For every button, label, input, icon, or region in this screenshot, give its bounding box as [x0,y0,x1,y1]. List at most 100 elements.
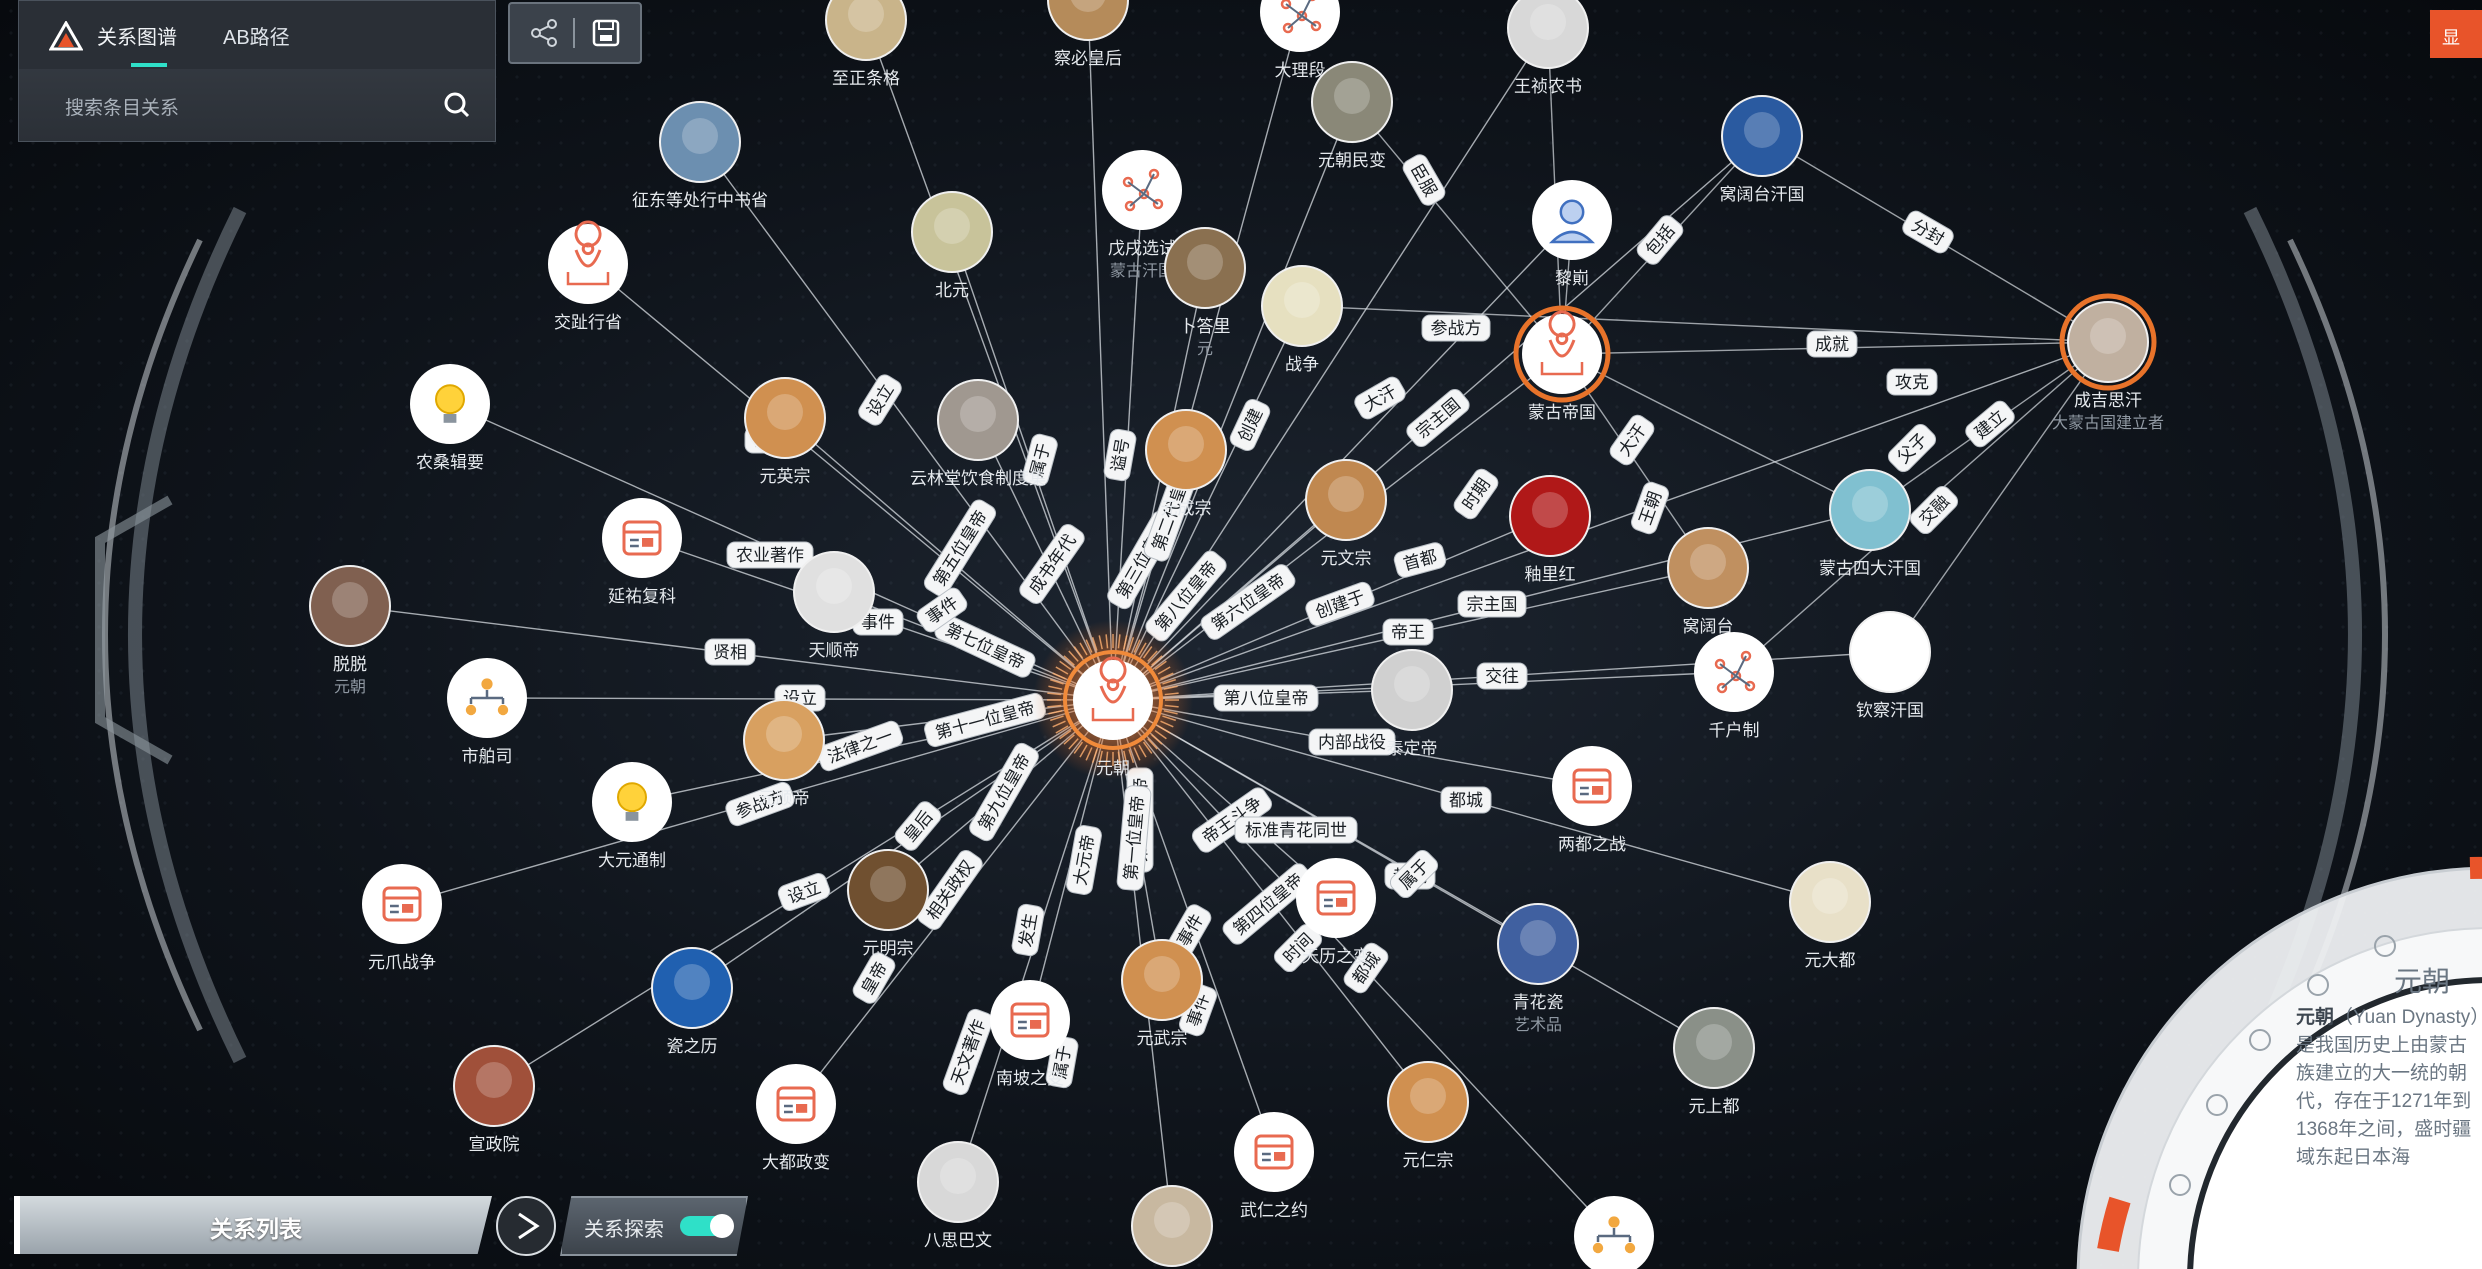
graph-node[interactable]: 察必皇后 [1047,0,1129,68]
graph-node[interactable]: 天历之变 [1296,858,1376,966]
play-button[interactable] [496,1196,556,1256]
edge-line [1112,101,1353,701]
save-icon[interactable] [586,13,626,53]
tab-relation-graph[interactable]: 关系图谱 [97,27,177,49]
center-ray [1063,734,1075,745]
graph-node[interactable]: 蒙古四大汗国 [1819,469,1921,578]
edge-line [1301,305,2109,343]
edge-label-text: 贤相 [713,643,747,662]
graph-node[interactable]: 黎崱 [1532,180,1612,288]
graph-node[interactable]: 釉里红 [1509,475,1591,584]
edge-label-box [1440,786,1492,814]
graph-node[interactable]: 蒙古帝国 [1513,305,1611,422]
node-label: 农桑辑要 [416,453,484,472]
graph-node[interactable]: 元爪战争 [362,864,442,972]
edge-label: 参战方 [1421,314,1491,342]
center-ray [1151,655,1163,666]
graph-node[interactable]: 北元 [911,191,993,300]
dial-icon-4 [2374,935,2396,957]
graph-node[interactable]: 天顺帝 [793,551,875,660]
graph-node[interactable]: 元大都 [1789,861,1871,970]
node-photo-detail [1394,666,1430,702]
graph-node[interactable]: 南坡之变 [990,980,1070,1088]
relation-explore-toggle[interactable]: 关系探索 [560,1196,748,1256]
graph-node[interactable]: 元仁宗 [1387,1061,1469,1170]
graph-node[interactable]: 窝阔台汗国 [1720,95,1805,204]
edge-label-text: 第六位皇帝 [1208,570,1289,634]
graph-node[interactable]: 市舶司 [447,658,527,766]
graph-node[interactable]: 交趾行省 [548,220,628,332]
center-ray [1154,729,1167,740]
edge-label-text: 标准青花同世 [1245,821,1347,840]
search-icon[interactable] [443,91,471,119]
graph-node[interactable]: 八思巴文 [917,1141,999,1250]
graph-node[interactable]: 元朝民变 [1311,61,1393,170]
node-label: 戊戌选试 [1108,239,1176,258]
node-photo [911,191,993,273]
edge-label: 分封 [1902,210,1954,254]
tab-ab-path[interactable]: AB路径 [223,27,290,49]
graph-node[interactable]: 泰定帝 [1371,649,1453,758]
graph-node[interactable]: 元文宗 [1305,459,1387,568]
node-label: 元大都 [1805,951,1856,970]
center-node[interactable]: 元朝 [1033,620,1193,780]
dial-icon-1 [2206,1094,2228,1116]
edge-label-box [1909,485,1959,535]
graph-node[interactable]: 至正条格 [825,0,907,88]
graph-node[interactable]: 两都之战 [1552,746,1632,854]
graph-node[interactable]: 大元通制 [592,762,672,870]
graph-node[interactable]: 延祐复科 [602,498,682,606]
graph-node[interactable]: 大理段 [1260,0,1340,80]
edge-label-box [1453,468,1499,520]
graph-node[interactable] [1131,1185,1213,1267]
graph-node[interactable]: 元顺帝 [743,699,825,808]
graph-node[interactable]: 宣政院 [453,1045,535,1154]
center-ray [1147,738,1158,750]
relation-list-button[interactable]: 关系列表 [14,1196,492,1254]
graph-node[interactable]: 农桑辑要 [410,364,490,472]
node-sublabel: 元朝 [334,678,366,696]
node-photo-detail [934,208,970,244]
graph-node[interactable]: 窝阔台 [1667,527,1749,636]
graph-node[interactable]: 元明宗 [847,849,929,958]
center-ray [1123,635,1128,650]
graph-node[interactable]: 元英宗 [744,377,826,486]
corner-button[interactable]: 显 [2430,10,2482,58]
graph-node[interactable]: 瓷之历 [651,947,733,1056]
share-icon[interactable] [524,13,564,53]
graph-node[interactable]: 千户制 [1694,632,1774,740]
edge-label: 天文著作 [942,1008,994,1096]
node-highlight-ring [2059,293,2157,391]
graph-node[interactable]: 征东等处行中书省 [632,101,768,210]
node-photo-detail [674,964,710,1000]
graph-node[interactable]: 元上都 [1673,1007,1755,1116]
node-label: 泰定帝 [1387,739,1438,758]
center-ray [1068,738,1079,750]
info-dial [2060,780,2482,1269]
node-photo [453,1045,535,1127]
search-input[interactable]: 搜索条目关系 [19,71,495,139]
node-label: 交趾行省 [554,313,622,332]
graph-node[interactable]: 云林堂饮食制度集 [910,379,1046,488]
explore-switch[interactable] [680,1214,734,1238]
graph-node[interactable]: 战争 [1261,265,1343,374]
node-label: 大理段 [1275,61,1326,80]
calendar-icon [1254,1134,1294,1170]
node-photo-detail [1872,628,1908,664]
graph-node[interactable]: 武仁之约 [1234,1112,1314,1220]
graph-node[interactable]: 元成宗 [1145,409,1227,518]
node-photo [793,551,875,633]
graph-node[interactable] [1574,1196,1654,1269]
node-sublabel: 蒙古汗国 [1110,262,1174,280]
graph-node[interactable]: 元武宗 [1121,939,1203,1048]
graph-node[interactable]: 钦察汗国 [1849,611,1931,720]
graph-node[interactable]: 王祯农书 [1507,0,1589,96]
graph-node[interactable]: 大都政变 [756,1064,836,1172]
